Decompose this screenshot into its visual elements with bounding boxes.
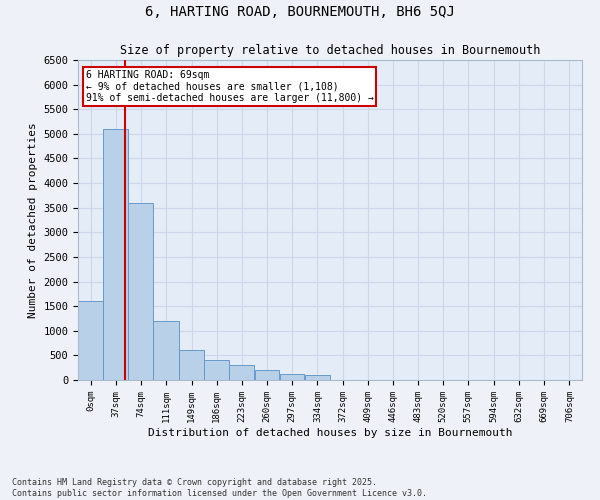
Text: 6 HARTING ROAD: 69sqm
← 9% of detached houses are smaller (1,108)
91% of semi-de: 6 HARTING ROAD: 69sqm ← 9% of detached h…: [86, 70, 373, 103]
Y-axis label: Number of detached properties: Number of detached properties: [28, 122, 38, 318]
Bar: [280, 374, 304, 380]
Bar: [128, 203, 153, 380]
Bar: [305, 375, 330, 380]
Bar: [179, 350, 204, 380]
Bar: [103, 129, 128, 380]
Title: Size of property relative to detached houses in Bournemouth: Size of property relative to detached ho…: [120, 44, 540, 58]
Bar: [78, 301, 103, 380]
Bar: [229, 365, 254, 380]
X-axis label: Distribution of detached houses by size in Bournemouth: Distribution of detached houses by size …: [148, 428, 512, 438]
Text: Contains HM Land Registry data © Crown copyright and database right 2025.
Contai: Contains HM Land Registry data © Crown c…: [12, 478, 427, 498]
Bar: [154, 321, 179, 380]
Bar: [254, 370, 279, 380]
Text: 6, HARTING ROAD, BOURNEMOUTH, BH6 5QJ: 6, HARTING ROAD, BOURNEMOUTH, BH6 5QJ: [145, 5, 455, 19]
Bar: [205, 360, 229, 380]
